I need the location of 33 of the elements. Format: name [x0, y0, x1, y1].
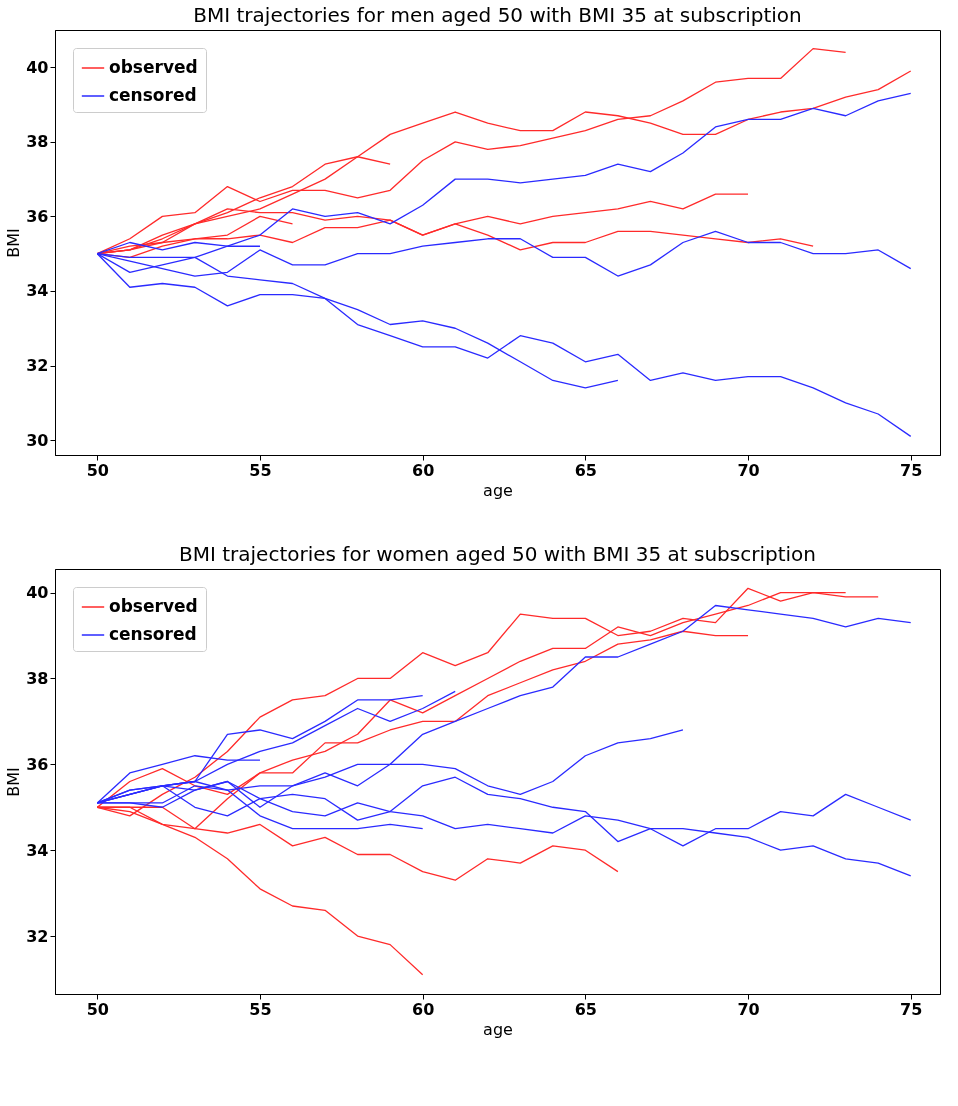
y-tick-label: 38 — [26, 132, 49, 152]
x-tick-label: 50 — [86, 460, 109, 480]
legend-label: observed — [109, 57, 198, 77]
y-tick-label: 32 — [26, 356, 49, 376]
y-tick-label: 40 — [26, 583, 49, 603]
y-tick-label: 38 — [26, 668, 49, 688]
chart-title: BMI trajectories for women aged 50 with BMI 35 at subscription — [178, 542, 817, 566]
x-tick-label: 65 — [574, 460, 597, 480]
x-tick-label: 75 — [900, 460, 923, 480]
x-tick-label: 50 — [86, 999, 109, 1019]
y-tick-label: 32 — [26, 926, 49, 946]
x-tick-label: 60 — [412, 999, 435, 1019]
y-axis-title: BMI — [4, 228, 24, 258]
x-axis-title: age — [483, 1019, 513, 1039]
legend-label: censored — [109, 624, 197, 644]
y-axis-title: BMI — [4, 767, 24, 797]
x-tick-label: 75 — [900, 999, 923, 1019]
x-tick-label: 65 — [574, 999, 597, 1019]
y-tick-label: 30 — [26, 430, 49, 450]
x-axis-title: age — [483, 480, 513, 500]
y-tick-label: 34 — [26, 840, 49, 860]
chart-title: BMI trajectories for men aged 50 with BMI 35 at subscription — [193, 3, 802, 27]
y-tick-label: 34 — [26, 281, 49, 301]
x-tick-label: 55 — [249, 460, 272, 480]
x-tick-label: 70 — [737, 999, 760, 1019]
x-tick-label: 55 — [249, 999, 272, 1019]
x-tick-label: 60 — [412, 460, 435, 480]
x-tick-label: 70 — [737, 460, 760, 480]
legend-label: observed — [109, 596, 198, 616]
y-tick-label: 36 — [26, 206, 49, 226]
y-tick-label: 36 — [26, 754, 49, 774]
legend-label: censored — [109, 85, 197, 105]
y-tick-label: 40 — [26, 57, 49, 77]
